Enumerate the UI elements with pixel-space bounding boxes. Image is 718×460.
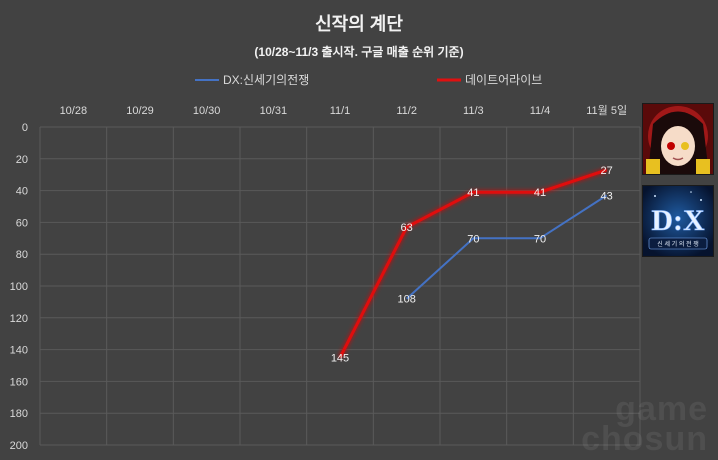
y-tick-label: 20 (16, 154, 28, 166)
watermark-line-1: game (615, 390, 708, 428)
y-tick-label: 100 (10, 281, 28, 293)
legend: DX:신세기의전쟁 데이트어라이브 (195, 73, 542, 87)
gamechosun-watermark: game chosun (581, 390, 708, 458)
dx-caption: 신 세 기 의 전 쟁 (657, 240, 698, 248)
y-tick-label: 0 (22, 122, 28, 134)
x-tick-label: 10/30 (193, 105, 221, 117)
y-tick-label: 120 (10, 313, 28, 325)
data-label: 41 (534, 187, 546, 199)
data-label: 27 (601, 165, 613, 177)
x-tick-label: 11/1 (330, 105, 351, 117)
watermark-line-2: chosun (581, 420, 708, 458)
data-label: 145 (331, 353, 349, 365)
series-line (405, 194, 608, 300)
data-label: 108 (397, 294, 415, 306)
x-tick-label: 10/31 (260, 105, 288, 117)
x-tick-label: 10/28 (60, 105, 88, 117)
x-tick-label: 11/2 (396, 105, 417, 117)
data-label: 70 (534, 233, 546, 245)
series-line (338, 168, 608, 359)
chart-subtitle: (10/28~11/3 출시작. 구글 매출 순위 기준) (254, 44, 463, 59)
dx-logo-art: D:X 신 세 기 의 전 쟁 (643, 186, 713, 256)
y-tick-label: 180 (10, 408, 28, 420)
y-tick-label: 40 (16, 186, 28, 198)
y-tick-label: 200 (10, 440, 28, 452)
y-tick-label: 60 (16, 217, 28, 229)
chart-title: 신작의 계단 (315, 14, 403, 34)
data-label: 63 (401, 222, 413, 234)
x-tick-label: 10/29 (126, 105, 154, 117)
date-a-live-thumbnail (642, 103, 714, 175)
x-tick-label: 11/4 (530, 105, 551, 117)
legend-label: DX:신세기의전쟁 (223, 73, 309, 87)
data-label: 70 (467, 233, 479, 245)
y-tick-label: 140 (10, 345, 28, 357)
y-tick-label: 160 (10, 376, 28, 388)
data-label: 43 (601, 190, 613, 202)
y-tick-label: 80 (16, 249, 28, 261)
data-labels: 108 70 70 43 145 63 41 41 27 (331, 165, 613, 365)
grid-layer (39, 126, 641, 446)
legend-label: 데이트어라이브 (465, 73, 542, 87)
date-a-live-character-art (643, 104, 713, 174)
dx-logo-text: D:X (651, 204, 705, 237)
axis-layer: 0 20 40 60 80 100 120 140 160 180 200 10/28 10/29 10/… (10, 103, 627, 452)
dx-thumbnail: D:X 신 세 기 의 전 쟁 (642, 185, 714, 257)
x-tick-label: 11/3 (463, 105, 484, 117)
series-layer (338, 168, 608, 359)
x-tick-label: 11월 5일 (586, 103, 627, 117)
data-label: 41 (467, 187, 479, 199)
